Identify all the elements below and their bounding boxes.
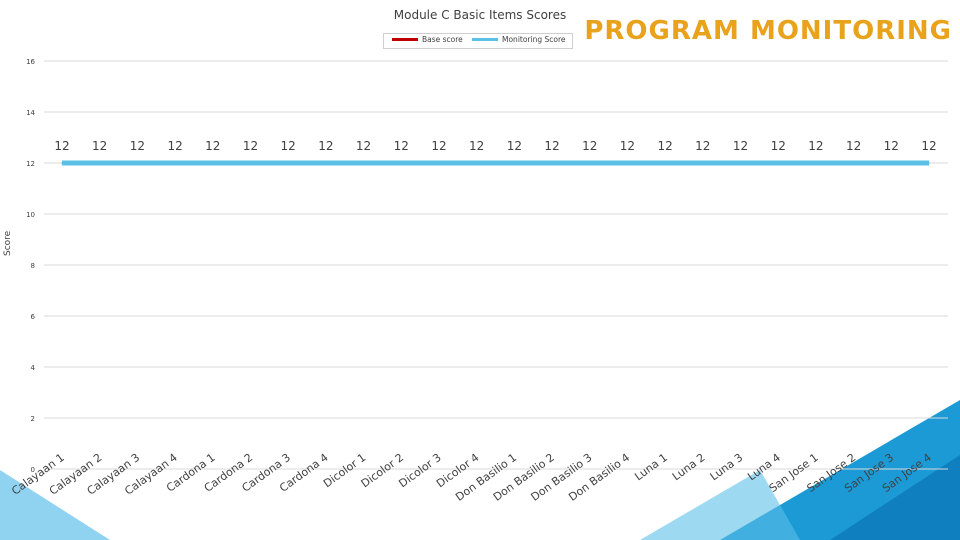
- data-point: [928, 162, 930, 164]
- data-label: 12: [431, 139, 446, 153]
- data-label: 12: [92, 139, 107, 153]
- data-label: 12: [394, 139, 409, 153]
- data-point: [438, 162, 440, 164]
- legend-swatch-monitoring: [472, 38, 498, 41]
- data-label: 12: [205, 139, 220, 153]
- data-point: [551, 162, 553, 164]
- y-tick-label: 6: [31, 313, 36, 321]
- data-point: [249, 162, 252, 164]
- data-point: [853, 162, 855, 164]
- data-label: 12: [469, 139, 484, 153]
- data-point: [174, 162, 176, 164]
- data-label: 12: [846, 139, 861, 153]
- data-label: 12: [921, 139, 936, 153]
- data-label: 12: [507, 139, 522, 153]
- data-label: 12: [544, 139, 559, 153]
- legend-label-monitoring: Monitoring Score: [502, 35, 566, 44]
- decor-triangle-right-light: [640, 470, 800, 540]
- data-point: [325, 162, 327, 164]
- y-tick-label: 2: [31, 415, 35, 423]
- x-tick-label: Luna 3: [708, 451, 746, 483]
- data-point: [702, 162, 704, 164]
- data-label: 12: [243, 139, 258, 153]
- y-tick-label: 4: [31, 364, 36, 372]
- chart-legend: Base score Monitoring Score: [383, 33, 573, 49]
- data-label: 12: [54, 139, 69, 153]
- y-tick-label: 12: [26, 160, 35, 168]
- data-label: 12: [620, 139, 635, 153]
- data-point: [99, 162, 101, 164]
- data-label: 12: [733, 139, 748, 153]
- x-tick-label: Luna 1: [632, 451, 670, 483]
- y-tick-label: 10: [26, 211, 35, 219]
- x-tick-label: Luna 2: [670, 451, 708, 483]
- data-label: 12: [771, 139, 786, 153]
- data-point: [739, 162, 742, 164]
- data-label: 12: [356, 139, 371, 153]
- data-label: 12: [318, 139, 333, 153]
- data-label: 12: [167, 139, 182, 153]
- data-point: [400, 162, 402, 164]
- y-tick-label: 0: [31, 466, 35, 474]
- data-label: 12: [281, 139, 296, 153]
- decor-triangle-left: [0, 470, 110, 540]
- data-label: 12: [657, 139, 672, 153]
- y-tick-label: 16: [26, 58, 35, 66]
- data-label: 12: [582, 139, 597, 153]
- data-point: [890, 162, 892, 164]
- data-point: [212, 162, 214, 164]
- data-label: 12: [808, 139, 823, 153]
- data-point: [513, 162, 515, 164]
- y-tick-label: 8: [31, 262, 35, 270]
- legend-swatch-base: [392, 38, 418, 41]
- data-label: 12: [884, 139, 899, 153]
- legend-label-base: Base score: [422, 35, 463, 44]
- chart-title: Module C Basic Items Scores: [393, 8, 567, 22]
- slide-title: PROGRAM MONITORING: [584, 16, 952, 46]
- data-point: [287, 162, 289, 164]
- y-tick-label: 14: [26, 109, 35, 117]
- data-point: [476, 162, 478, 164]
- data-point: [664, 162, 666, 164]
- legend-item-monitoring: Monitoring Score: [472, 35, 566, 44]
- data-label: 12: [130, 139, 145, 153]
- data-point: [626, 162, 629, 164]
- legend-item-base: Base score: [392, 35, 463, 44]
- decor-triangle-right-front: [830, 455, 960, 540]
- data-point: [136, 162, 138, 164]
- y-axis-label: Score: [3, 230, 13, 256]
- data-label: 12: [695, 139, 710, 153]
- data-point: [589, 162, 591, 164]
- data-point: [362, 162, 365, 164]
- data-point: [61, 162, 63, 164]
- data-point: [815, 162, 817, 164]
- data-point: [777, 162, 779, 164]
